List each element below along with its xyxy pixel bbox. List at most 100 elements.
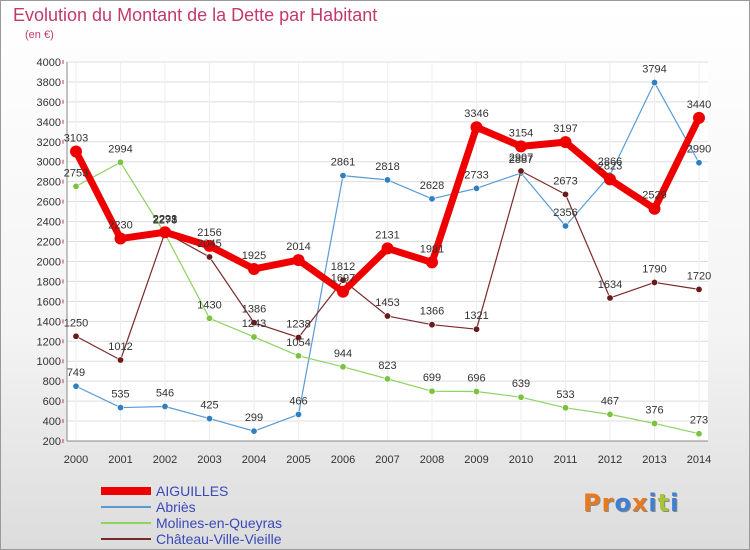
data-point-chateau-ville-vieille (250, 319, 258, 327)
x-tick-label: 2004 (242, 454, 266, 466)
data-point-chateau-ville-vieille (383, 312, 391, 320)
y-tick-label: 1200 (37, 336, 61, 348)
data-point-aiguilles (693, 111, 705, 124)
x-tick-label: 2006 (331, 454, 355, 466)
data-point-aiguilles (515, 140, 527, 153)
data-point-aiguilles (559, 136, 572, 149)
chart-title: Evolution du Montant de la Dette par Hab… (13, 5, 378, 25)
data-label-abries: 299 (245, 412, 263, 424)
data-point-chateau-ville-vieille (206, 253, 214, 261)
data-label-abries: 3794 (642, 64, 666, 76)
y-tick-label: 2600 (37, 197, 61, 209)
data-label-aiguilles: 2131 (375, 229, 399, 241)
data-label-abries: 546 (156, 387, 174, 399)
data-label-chateau-ville-vieille: 1812 (331, 261, 355, 273)
data-point-molines-en-queyras (428, 387, 436, 395)
data-label-chateau-ville-vieille: 1453 (375, 297, 399, 309)
x-tick-label: 2003 (197, 454, 221, 466)
y-tick-label: 800 (43, 376, 61, 388)
data-point-abries (383, 176, 391, 184)
legend-item-aiguilles: AIGUILLES (101, 483, 361, 499)
data-point-abries (650, 79, 658, 87)
x-tick-label: 2011 (554, 454, 578, 466)
data-label-abries: 2628 (420, 180, 444, 192)
data-label-chateau-ville-vieille: 1634 (598, 279, 622, 291)
logo-letter: x (631, 489, 649, 517)
data-label-molines-en-queyras: 1054 (286, 337, 310, 349)
data-point-abries (72, 382, 80, 390)
data-label-aiguilles: 2230 (108, 220, 132, 232)
data-point-molines-en-queyras (72, 182, 80, 190)
data-point-molines-en-queyras (339, 363, 347, 371)
data-point-aiguilles (604, 173, 616, 186)
data-label-aiguilles: 3103 (64, 132, 88, 144)
data-label-abries: 2866 (598, 156, 622, 168)
data-label-aiguilles: 2293 (153, 213, 177, 225)
data-label-molines-en-queyras: 2753 (64, 167, 88, 179)
data-point-molines-en-queyras (250, 333, 258, 341)
data-label-abries: 2887 (509, 154, 533, 166)
y-tick-label: 3800 (37, 77, 61, 89)
data-label-molines-en-queyras: 944 (334, 348, 352, 360)
data-label-molines-en-queyras: 533 (556, 389, 574, 401)
legend-item-chateau-ville-vieille: Château-Ville-Vieille (101, 531, 361, 547)
data-label-aiguilles: 1925 (242, 250, 266, 262)
legend-label: AIGUILLES (156, 483, 229, 499)
data-point-abries (695, 159, 703, 167)
data-point-aiguilles (470, 121, 483, 134)
data-point-aiguilles (381, 242, 394, 255)
data-label-aiguilles: 1991 (420, 243, 444, 255)
data-label-chateau-ville-vieille: 1238 (286, 318, 310, 330)
data-label-chateau-ville-vieille: 1386 (242, 304, 266, 316)
data-point-abries (161, 402, 169, 410)
data-point-aiguilles (159, 226, 171, 239)
data-label-aiguilles: 2156 (197, 227, 221, 239)
data-label-aiguilles: 2823 (598, 160, 622, 172)
data-point-aiguilles (114, 232, 127, 245)
data-point-molines-en-queyras (117, 158, 125, 166)
data-label-chateau-ville-vieille: 2673 (553, 175, 577, 187)
y-tick-label: 2800 (37, 177, 61, 189)
data-label-aiguilles: 1697 (331, 273, 355, 285)
data-point-chateau-ville-vieille (472, 325, 480, 333)
data-label-chateau-ville-vieille: 1366 (420, 306, 444, 318)
logo-letter: t (657, 489, 671, 517)
data-point-abries (294, 410, 302, 418)
x-tick-label: 2000 (64, 454, 88, 466)
data-label-molines-en-queyras: 639 (512, 378, 530, 390)
data-point-aiguilles (292, 254, 305, 267)
data-point-abries (428, 195, 436, 203)
data-label-aiguilles: 3346 (464, 108, 488, 120)
y-tick-label: 200 (43, 436, 61, 448)
data-label-aiguilles: 3154 (509, 127, 533, 139)
data-point-chateau-ville-vieille (561, 190, 569, 198)
x-tick-label: 2005 (286, 454, 310, 466)
data-point-abries (561, 222, 569, 230)
data-label-abries: 2356 (553, 207, 577, 219)
data-point-abries (472, 184, 480, 192)
data-point-aiguilles (70, 145, 82, 158)
data-point-chateau-ville-vieille (117, 356, 125, 364)
data-point-chateau-ville-vieille (72, 332, 80, 340)
data-label-molines-en-queyras: 1430 (197, 299, 221, 311)
legend-swatch (101, 538, 151, 540)
proxiti-logo: Proxiti (583, 489, 679, 517)
data-label-abries: 2861 (331, 157, 355, 169)
y-tick-label: 4000 (37, 57, 61, 69)
data-point-abries (339, 172, 347, 180)
data-label-abries: 2818 (375, 161, 399, 173)
y-tick-label: 1800 (37, 276, 61, 288)
data-label-chateau-ville-vieille: 1250 (64, 317, 88, 329)
legend-label: Abriès (156, 499, 196, 515)
data-point-aiguilles (648, 202, 661, 215)
x-tick-label: 2008 (420, 454, 444, 466)
data-point-molines-en-queyras (383, 375, 391, 383)
data-label-chateau-ville-vieille: 2045 (197, 238, 221, 250)
legend-swatch (101, 487, 151, 495)
data-label-molines-en-queyras: 2994 (108, 143, 132, 155)
data-label-molines-en-queyras: 696 (467, 373, 485, 385)
data-point-aiguilles (426, 256, 438, 269)
data-point-molines-en-queyras (517, 393, 525, 401)
